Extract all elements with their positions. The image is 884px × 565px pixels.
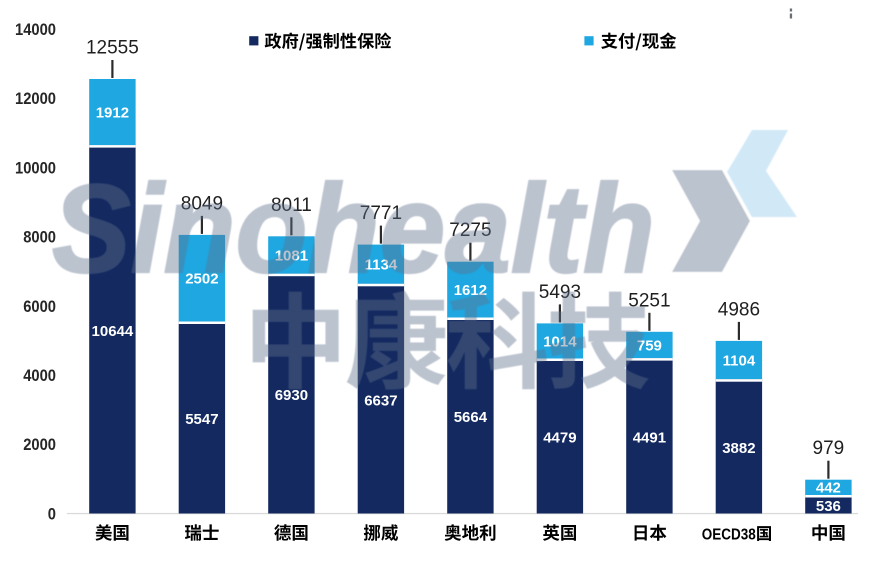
svg-text:1104: 1104 — [723, 353, 756, 370]
svg-text:6000: 6000 — [23, 297, 56, 316]
svg-text:4986: 4986 — [718, 299, 760, 320]
svg-text:442: 442 — [816, 480, 841, 497]
svg-text:759: 759 — [637, 337, 662, 354]
svg-text:8049: 8049 — [181, 193, 223, 214]
svg-text:OECD38: OECD38 — [702, 526, 756, 543]
svg-text:12555: 12555 — [86, 38, 139, 59]
svg-text:1081: 1081 — [275, 247, 308, 264]
svg-text:10644: 10644 — [92, 323, 134, 340]
svg-text:12000: 12000 — [15, 89, 56, 108]
svg-text:5664: 5664 — [454, 409, 488, 426]
svg-text:4491: 4491 — [633, 429, 666, 446]
svg-text:Sinohealth: Sinohealth — [52, 159, 655, 299]
svg-text:6930: 6930 — [275, 387, 308, 404]
svg-text:0: 0 — [48, 504, 56, 523]
svg-text:4479: 4479 — [543, 430, 576, 447]
svg-text:5251: 5251 — [628, 290, 670, 311]
svg-text:1134: 1134 — [365, 257, 398, 274]
svg-text:2000: 2000 — [23, 435, 56, 454]
svg-text:8011: 8011 — [271, 195, 312, 216]
svg-text:3882: 3882 — [722, 440, 755, 457]
svg-text:10000: 10000 — [15, 158, 56, 177]
svg-text:7771: 7771 — [360, 203, 402, 224]
svg-text:14000: 14000 — [15, 20, 56, 39]
svg-text:1912: 1912 — [96, 105, 129, 122]
svg-text:6637: 6637 — [364, 392, 397, 409]
svg-text:5547: 5547 — [185, 411, 218, 428]
svg-text:8000: 8000 — [23, 228, 56, 247]
svg-text:2502: 2502 — [185, 271, 218, 288]
svg-text:7275: 7275 — [449, 220, 491, 241]
svg-text:536: 536 — [816, 498, 841, 515]
svg-text:979: 979 — [813, 438, 845, 459]
svg-text:4000: 4000 — [23, 366, 56, 385]
